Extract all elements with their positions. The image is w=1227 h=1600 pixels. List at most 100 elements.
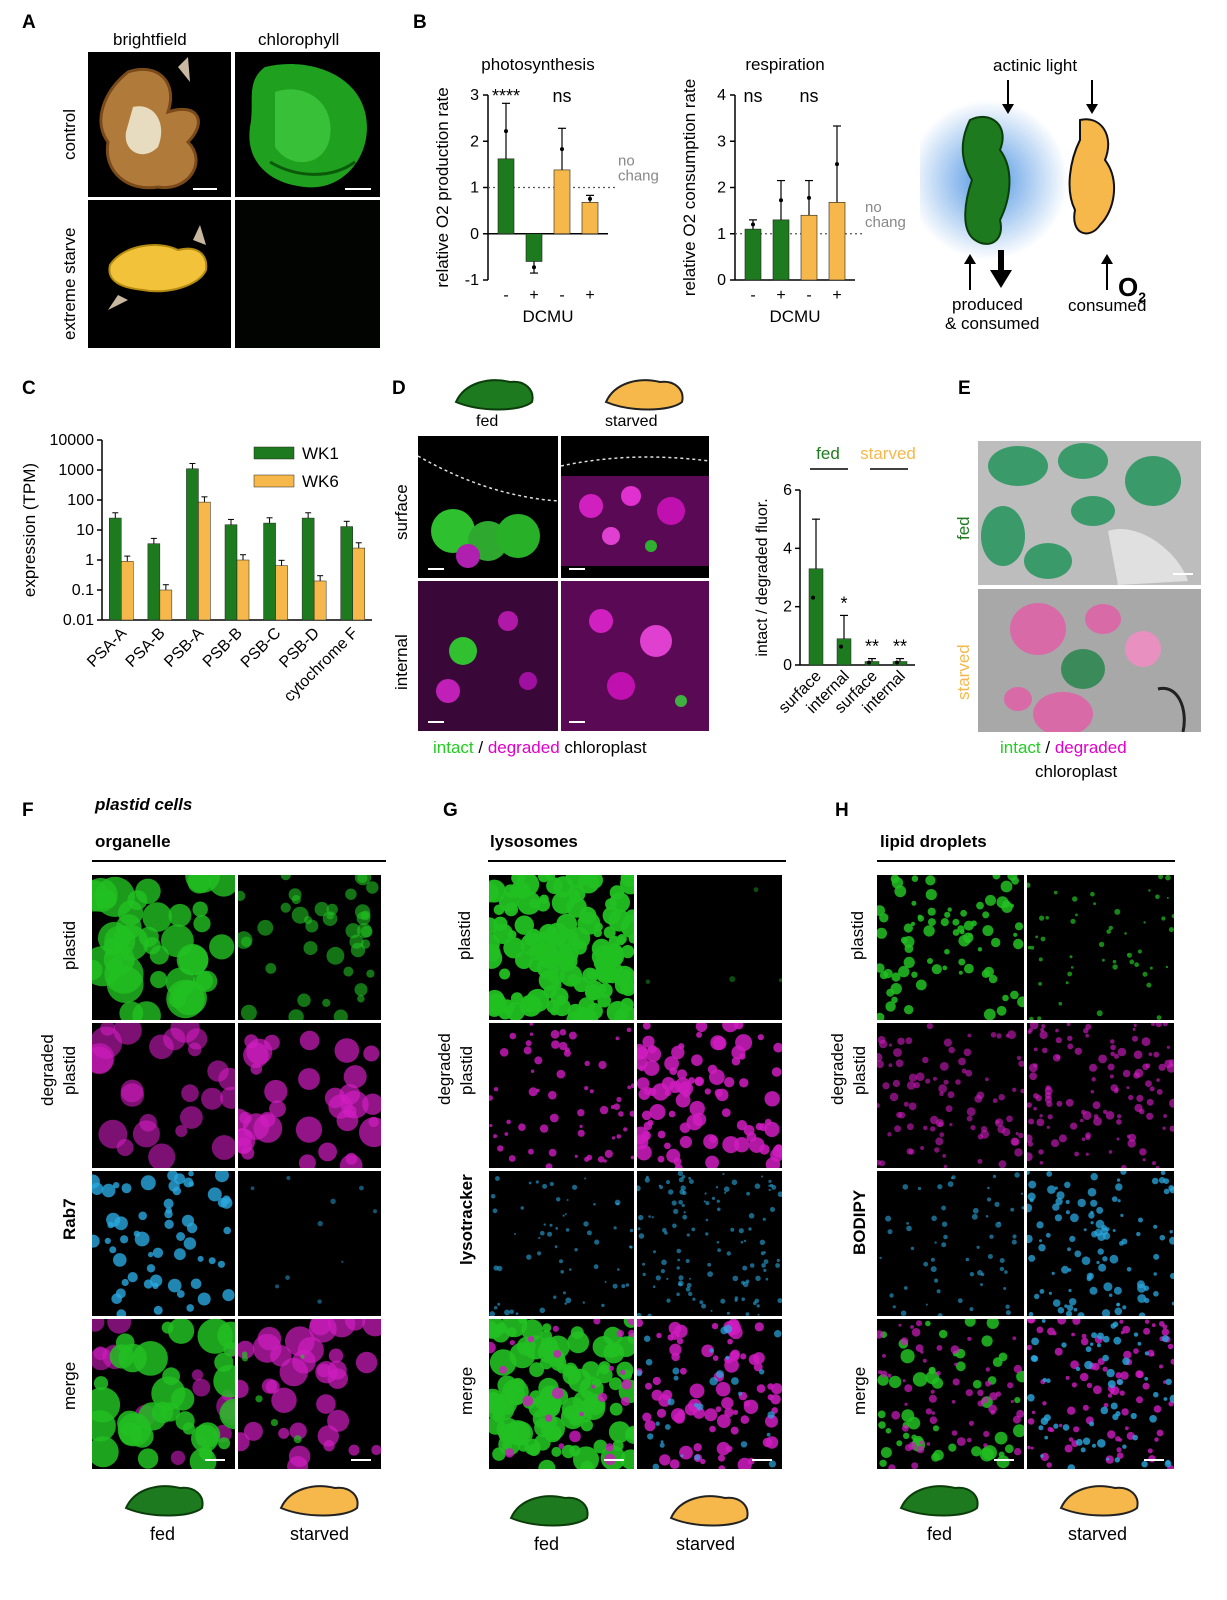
respiration-bar bbox=[744, 228, 762, 281]
respiration-xlabel: DCMU bbox=[770, 307, 821, 326]
c-bar-WK1 bbox=[147, 543, 161, 621]
g-marker-starved-image bbox=[637, 1171, 782, 1316]
respiration-point bbox=[807, 195, 811, 200]
photosynthesis-bar bbox=[497, 158, 515, 235]
f-merge-starved-image bbox=[238, 1319, 381, 1469]
c-ytick-label: 0.01 bbox=[63, 612, 94, 629]
respiration-ylabel: relative O2 consumption rate bbox=[680, 79, 699, 296]
f-row-merge: merge bbox=[60, 1361, 79, 1410]
fed-slug-icon bbox=[454, 379, 534, 411]
panel-label-f: F bbox=[22, 800, 34, 821]
c-xtick-label: PSB-C bbox=[238, 625, 285, 672]
e-caption-line1: intact / degraded bbox=[1000, 738, 1127, 757]
g-row-plastid: plastid bbox=[455, 910, 474, 960]
f-header-rule bbox=[92, 860, 386, 862]
d-ylabel: intact / degraded fluor. bbox=[754, 498, 771, 656]
c-ytick-label: 1000 bbox=[58, 462, 94, 479]
h-merge-fed-image bbox=[877, 1319, 1024, 1469]
h-starved-label: starved bbox=[1068, 1524, 1128, 1544]
d-point bbox=[895, 660, 899, 665]
h-marker-fed-image bbox=[877, 1171, 1024, 1316]
c-bar-WK1 bbox=[109, 517, 122, 621]
d-bar bbox=[808, 568, 824, 666]
photosynthesis-nochange-1: no bbox=[618, 153, 635, 170]
h-header: lipid droplets bbox=[880, 832, 987, 851]
g-starved-label: starved bbox=[676, 1534, 736, 1554]
photosynthesis-xtick-label: - bbox=[559, 287, 564, 304]
f-merge-fed-image bbox=[92, 1319, 235, 1469]
d-annotation: * bbox=[840, 593, 847, 613]
respiration-ytick-label: 3 bbox=[717, 133, 726, 150]
schematic-actinic-light: actinic light bbox=[993, 56, 1078, 75]
respiration-annotation: ns bbox=[799, 86, 818, 106]
c-legend-swatch bbox=[253, 474, 295, 488]
h-row-degraded: degraded bbox=[828, 1033, 847, 1105]
h-fed-label: fed bbox=[927, 1524, 953, 1544]
d-ytick-label: 2 bbox=[783, 599, 792, 616]
respiration-nochange-1: no bbox=[865, 199, 882, 216]
c-bar-WK6 bbox=[352, 547, 365, 621]
g-starved-slug-icon bbox=[669, 1495, 749, 1527]
h-degraded-plastid-fed-image bbox=[877, 1023, 1024, 1168]
d-point bbox=[867, 660, 871, 665]
f-plastid-starved-image bbox=[238, 875, 381, 1020]
f-marker-fed-image bbox=[92, 1171, 235, 1316]
col-label-chlorophyll: chlorophyll bbox=[258, 30, 340, 49]
panel-label-b: B bbox=[413, 12, 427, 33]
h-row-degraded-plastid: plastid bbox=[850, 1045, 869, 1095]
f-marker-starved-image bbox=[238, 1171, 381, 1316]
f-fed-slug-icon bbox=[124, 1485, 204, 1517]
e-row-starved: starved bbox=[954, 644, 973, 700]
f-row-plastid: plastid bbox=[60, 920, 79, 970]
d-group-starved: starved bbox=[860, 445, 916, 463]
panel-label-h: H bbox=[835, 800, 849, 821]
chart-expression: 0.01 0.1 1 10 100 1000 10000 expression (TPM) PS… bbox=[20, 432, 372, 705]
photosynthesis-annotation: ns bbox=[552, 86, 571, 106]
d-ytick-label: 4 bbox=[783, 540, 792, 557]
h-degraded-plastid-starved-image bbox=[1027, 1023, 1174, 1168]
e-fed-em-image bbox=[978, 441, 1201, 585]
c-ylabel: expression (TPM) bbox=[20, 463, 39, 597]
photosynthesis-annotation: **** bbox=[492, 86, 520, 106]
d-annotation: ** bbox=[893, 637, 907, 657]
d-row-surface: surface bbox=[392, 484, 411, 540]
respiration-ytick-label: 4 bbox=[717, 87, 726, 104]
respiration-nochange-2: change bbox=[865, 214, 905, 231]
photosynthesis-xlabel: DCMU bbox=[523, 307, 574, 326]
schematic-consumed-line2: & consumed bbox=[945, 314, 1040, 333]
respiration-xtick-label: - bbox=[806, 287, 811, 304]
respiration-xtick-label: - bbox=[750, 287, 755, 304]
respiration-ytick-label: 0 bbox=[717, 272, 726, 289]
c-ytick-label: 10 bbox=[76, 522, 94, 539]
c-bar-WK6 bbox=[313, 580, 327, 621]
d-point bbox=[839, 644, 843, 649]
d-point bbox=[811, 595, 815, 600]
g-degraded-plastid-fed-image bbox=[489, 1023, 634, 1168]
f-fed-label: fed bbox=[150, 1524, 176, 1544]
photosynthesis-ytick-label: 2 bbox=[470, 133, 479, 150]
h-row-merge: merge bbox=[850, 1366, 869, 1415]
g-row-merge: merge bbox=[457, 1366, 476, 1415]
chlorophyll-control-image bbox=[235, 52, 380, 197]
panel-label-g: G bbox=[443, 800, 458, 821]
d-starved-surface-image bbox=[561, 436, 709, 578]
h-starved-slug-icon bbox=[1059, 1485, 1139, 1517]
d-ytick-label: 0 bbox=[783, 657, 792, 674]
h-fed-slug-icon bbox=[899, 1485, 979, 1517]
f-italic-header: plastid cells bbox=[95, 795, 193, 814]
schematic-produced: produced bbox=[952, 295, 1023, 314]
c-bar-WK6 bbox=[121, 561, 134, 621]
e-starved-em-image bbox=[978, 589, 1201, 732]
f-starved-label: starved bbox=[290, 1524, 350, 1544]
f-degraded-plastid-starved-image bbox=[238, 1023, 381, 1168]
photosynthesis-bar bbox=[525, 233, 543, 262]
c-bar-WK1 bbox=[224, 524, 238, 621]
respiration-ytick-label: 1 bbox=[717, 226, 726, 243]
g-row-degraded-plastid: plastid bbox=[457, 1045, 476, 1095]
c-xtick-label: PSA-A bbox=[84, 625, 130, 671]
col-label-brightfield: brightfield bbox=[113, 30, 187, 49]
panel-label-a: A bbox=[22, 12, 36, 33]
d-bar bbox=[836, 638, 852, 666]
photosynthesis-nochange-2: change bbox=[618, 168, 658, 185]
respiration-xtick-label: + bbox=[832, 287, 841, 304]
